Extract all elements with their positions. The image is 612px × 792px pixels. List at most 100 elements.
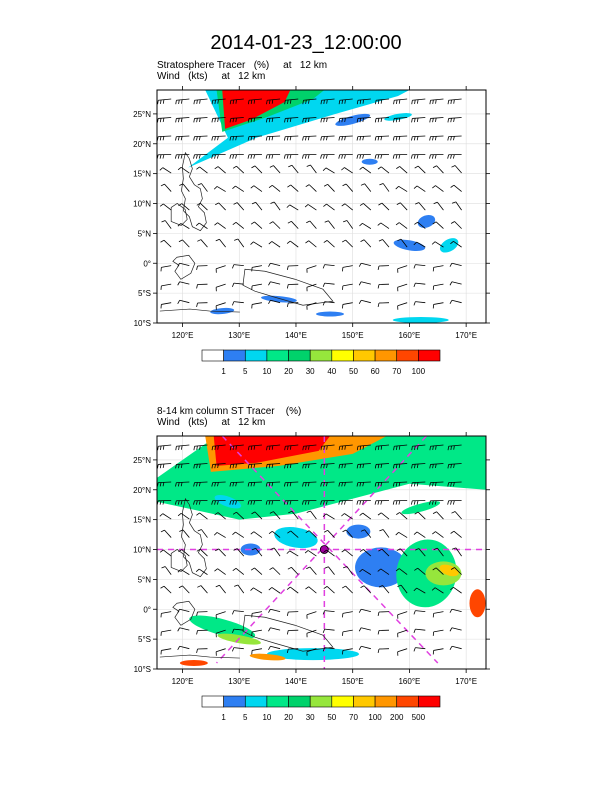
colorbar-swatch: [244, 349, 268, 362]
wind-barb: [306, 265, 317, 273]
colorbar-label: 5: [243, 367, 248, 376]
wind-barb: [175, 481, 190, 487]
wind-barb: [432, 185, 444, 192]
wind-barb: [429, 500, 444, 505]
wind-barb: [251, 201, 263, 211]
wind-barb: [322, 282, 335, 287]
wind-barb: [268, 185, 281, 192]
colorbar-label: 10: [262, 713, 271, 722]
wind-barb: [447, 444, 462, 451]
wind-barb: [411, 135, 426, 141]
colorbar-label: 70: [392, 367, 401, 376]
wind-barb: [447, 500, 462, 505]
tracer-contour: [214, 495, 242, 509]
wind-barb: [360, 183, 372, 192]
wind-barb: [359, 203, 372, 211]
wind-barb: [175, 463, 190, 469]
wind-barb: [177, 281, 190, 286]
wind-barb: [320, 98, 335, 105]
wind-barb: [229, 444, 244, 451]
wind-barb: [320, 154, 335, 159]
wind-barb: [432, 531, 444, 538]
wind-barb: [211, 135, 226, 141]
colorbar-1: 1 5 10 20 30 40 50 60 70 100: [201, 349, 441, 376]
panel1-title-line2: Wind (kts) at 12 km: [157, 71, 266, 82]
wind-barb: [251, 629, 263, 636]
wind-barb: [341, 203, 353, 211]
wind-barb: [213, 532, 226, 538]
wind-barb: [410, 154, 426, 159]
wind-barb: [358, 281, 371, 286]
colorbar-label: 100: [368, 713, 382, 722]
tracer-contour: [249, 653, 286, 661]
wind-barb: [359, 512, 372, 520]
y-tick-label: 15°N: [133, 516, 151, 525]
wind-barb: [411, 444, 426, 451]
wind-barb: [211, 463, 226, 469]
wind-barb: [269, 567, 281, 575]
wind-barb: [411, 463, 426, 469]
wind-barb: [356, 117, 371, 123]
y-tick-label: 5°N: [138, 229, 152, 238]
wind-barb: [160, 265, 172, 272]
wind-barb: [449, 608, 462, 613]
wind-barb: [306, 220, 317, 229]
wind-barb: [265, 117, 281, 123]
wind-barb: [193, 500, 208, 505]
wind-barb: [157, 463, 172, 469]
wind-barb: [247, 98, 262, 105]
coastline: [159, 654, 240, 659]
wind-barb: [433, 547, 444, 557]
wind-barb: [304, 204, 317, 211]
wind-barb: [338, 135, 353, 141]
wind-barb: [450, 221, 462, 229]
colorbar-swatch: [201, 695, 224, 708]
wind-barb: [211, 444, 226, 451]
wind-barb: [414, 221, 426, 229]
wind-barb: [305, 240, 317, 248]
wind-barb: [320, 500, 335, 505]
wind-barb: [338, 154, 353, 159]
wind-barb: [233, 548, 245, 557]
wind-barb: [232, 221, 245, 229]
wind-barb: [174, 500, 190, 505]
colorbar-2: 1 5 10 20 30 50 70 100 200 500: [201, 695, 441, 722]
wind-barb: [341, 513, 353, 520]
wind-barb: [342, 529, 354, 538]
wind-barb: [432, 221, 444, 229]
wind-barb: [195, 568, 208, 575]
wind-barb: [287, 184, 299, 192]
wind-barb: [429, 463, 444, 469]
wind-barb: [338, 444, 353, 451]
wind-barb: [429, 481, 444, 487]
wind-barb: [358, 627, 371, 632]
wind-barb: [413, 587, 426, 594]
wind-barb: [413, 647, 426, 652]
wind-barb: [193, 117, 208, 123]
wind-barb: [268, 587, 281, 594]
wind-barb: [411, 117, 426, 123]
wind-barb: [392, 135, 408, 141]
wind-barb: [193, 481, 208, 487]
wind-barb: [193, 444, 208, 451]
colorbar-label: 50: [349, 367, 358, 376]
x-tick-label: 150°E: [342, 677, 364, 686]
wind-barb: [397, 648, 408, 656]
tracer-contour: [384, 113, 412, 121]
wind-barb: [433, 201, 444, 211]
x-tick-label: 150°E: [342, 331, 364, 340]
wind-barb: [392, 500, 408, 505]
wind-barb: [378, 585, 390, 594]
colorbar-swatch: [223, 349, 246, 362]
y-tick-label: 25°N: [133, 456, 151, 465]
wind-barb: [320, 481, 335, 487]
wind-barb: [232, 264, 244, 269]
wind-barb: [306, 629, 317, 638]
wind-barb: [288, 164, 299, 174]
panel2-title-line1: 8-14 km column ST Tracer (%): [157, 406, 302, 417]
wind-barb: [342, 629, 353, 636]
y-tick-label: 25°N: [133, 110, 151, 119]
wind-barb: [157, 98, 172, 105]
wind-barb: [377, 265, 390, 270]
wind-barb: [392, 481, 408, 487]
